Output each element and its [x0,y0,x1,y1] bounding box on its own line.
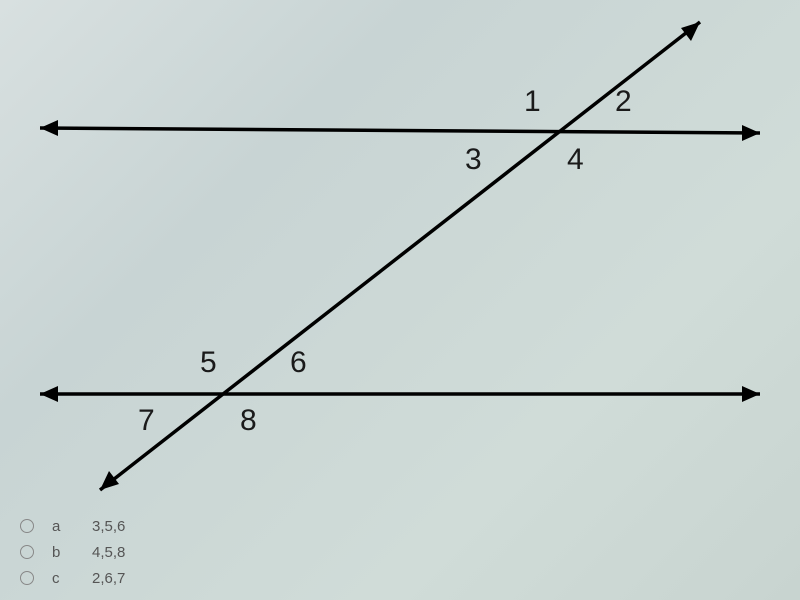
option-letter: b [52,544,92,561]
geometry-diagram: 1 2 3 4 5 6 7 8 [0,0,800,520]
radio-icon [20,519,34,533]
angle-label-7: 7 [138,404,155,438]
answer-options: a 3,5,6 b 4,5,8 c 2,6,7 [20,514,125,592]
arrow-right-2 [742,386,760,402]
option-letter: c [52,570,92,587]
angle-label-4: 4 [567,143,584,177]
angle-label-5: 5 [200,346,217,380]
angle-label-1: 1 [524,85,541,119]
radio-icon [20,545,34,559]
option-letter: a [52,518,92,535]
option-a[interactable]: a 3,5,6 [20,514,125,538]
option-text: 4,5,8 [92,544,125,561]
angle-label-2: 2 [615,85,632,119]
arrow-right-1 [742,125,760,141]
arrow-transversal-top [681,22,700,41]
transversal-line [100,22,700,490]
angle-label-3: 3 [465,143,482,177]
option-b[interactable]: b 4,5,8 [20,540,125,564]
horizontal-line-1 [40,128,760,133]
option-c[interactable]: c 2,6,7 [20,566,125,590]
arrow-left-2 [40,386,58,402]
option-text: 2,6,7 [92,570,125,587]
angle-label-8: 8 [240,404,257,438]
option-text: 3,5,6 [92,518,125,535]
lines-svg [0,0,800,520]
arrow-transversal-bottom [100,471,119,490]
angle-label-6: 6 [290,346,307,380]
arrow-left-1 [40,120,58,136]
radio-icon [20,571,34,585]
